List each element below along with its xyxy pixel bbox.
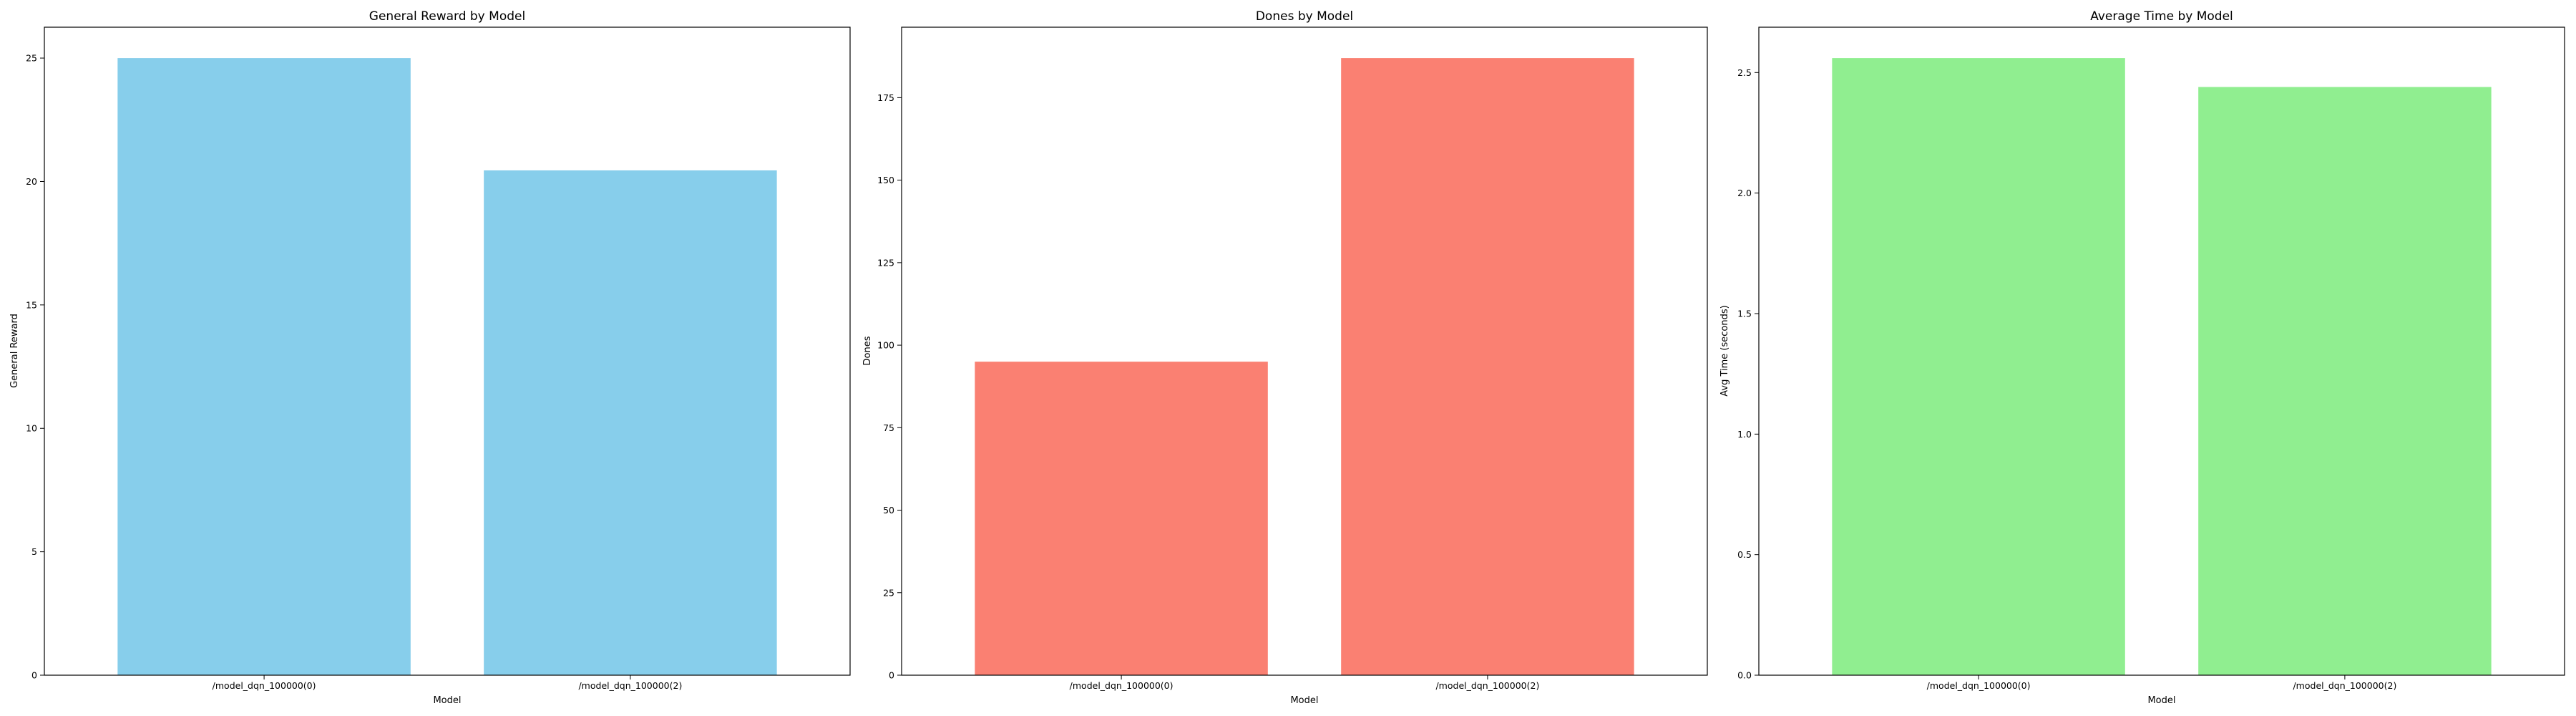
y-tick-label: 25 bbox=[883, 587, 894, 598]
y-tick-label: 0.5 bbox=[1737, 549, 1752, 560]
y-tick-label: 2.0 bbox=[1737, 188, 1752, 198]
y-axis-ticks: 0 5 10 15 20 25 bbox=[26, 53, 44, 681]
x-tick-label: /model_dqn_100000(2) bbox=[578, 680, 682, 691]
y-tick-label: 0 bbox=[889, 670, 894, 681]
x-tick-label: /model_dqn_100000(0) bbox=[1927, 680, 2031, 691]
y-tick-label: 15 bbox=[26, 299, 37, 310]
bar bbox=[1832, 58, 2125, 676]
y-axis-ticks: 0 25 50 75 100 125 150 175 bbox=[877, 92, 902, 681]
y-tick-label: 0 bbox=[31, 670, 37, 681]
x-axis-ticks: /model_dqn_100000(0) /model_dqn_100000(2) bbox=[213, 675, 682, 691]
x-tick-label: /model_dqn_100000(0) bbox=[213, 680, 316, 691]
chart-general-reward: General Reward by Model 0 5 10 15 20 25 /mode… bbox=[9, 9, 851, 706]
plot-frame bbox=[901, 26, 1708, 676]
y-axis-label: Dones bbox=[862, 336, 873, 365]
x-tick-label: /model_dqn_100000(2) bbox=[1435, 680, 1539, 691]
y-tick-label: 2.5 bbox=[1737, 67, 1752, 78]
bar bbox=[484, 170, 777, 675]
x-tick-label: /model_dqn_100000(2) bbox=[2293, 680, 2396, 691]
bars bbox=[117, 58, 777, 676]
y-tick-label: 75 bbox=[883, 422, 894, 433]
x-axis-ticks: /model_dqn_100000(0) /model_dqn_100000(2) bbox=[1927, 675, 2396, 691]
chart-average-time: Average Time by Model 0.0 0.5 1.0 1.5 2.0 2.5… bbox=[1719, 9, 2565, 706]
y-axis-ticks: 0.0 0.5 1.0 1.5 2.0 2.5 bbox=[1737, 67, 1759, 681]
y-tick-label: 20 bbox=[26, 176, 37, 187]
chart-dones: Dones by Model 0 25 50 75 100 125 150 175 /mode… bbox=[862, 9, 1708, 706]
y-tick-label: 150 bbox=[877, 175, 894, 185]
y-tick-label: 0.0 bbox=[1737, 670, 1752, 681]
chart-title: Dones by Model bbox=[1256, 9, 1353, 24]
chart-title: General Reward by Model bbox=[369, 9, 525, 24]
bar bbox=[1341, 58, 1634, 676]
bars bbox=[975, 58, 1634, 676]
x-tick-label: /model_dqn_100000(0) bbox=[1070, 680, 1174, 691]
plot-frame bbox=[1758, 26, 2565, 676]
y-tick-label: 10 bbox=[26, 423, 37, 434]
y-tick-label: 5 bbox=[31, 546, 37, 557]
plot-frame bbox=[44, 26, 851, 676]
x-axis-ticks: /model_dqn_100000(0) /model_dqn_100000(2) bbox=[1070, 675, 1539, 691]
y-tick-label: 175 bbox=[877, 92, 894, 103]
bar bbox=[117, 58, 411, 676]
x-axis-label: Model bbox=[2147, 695, 2175, 706]
y-tick-label: 25 bbox=[26, 53, 37, 64]
y-tick-label: 1.5 bbox=[1737, 308, 1752, 319]
bars bbox=[1832, 58, 2492, 676]
bar bbox=[975, 362, 1268, 675]
x-axis-label: Model bbox=[433, 695, 461, 706]
y-tick-label: 125 bbox=[877, 257, 894, 268]
y-axis-label: Avg Time (seconds) bbox=[1719, 305, 1730, 396]
y-tick-label: 100 bbox=[877, 340, 894, 351]
chart-title: Average Time by Model bbox=[2090, 9, 2233, 24]
x-axis-label: Model bbox=[1290, 695, 1318, 706]
y-axis-label: General Reward bbox=[9, 314, 20, 388]
bar bbox=[2198, 87, 2492, 676]
y-tick-label: 50 bbox=[883, 505, 894, 516]
y-tick-label: 1.0 bbox=[1737, 429, 1752, 440]
